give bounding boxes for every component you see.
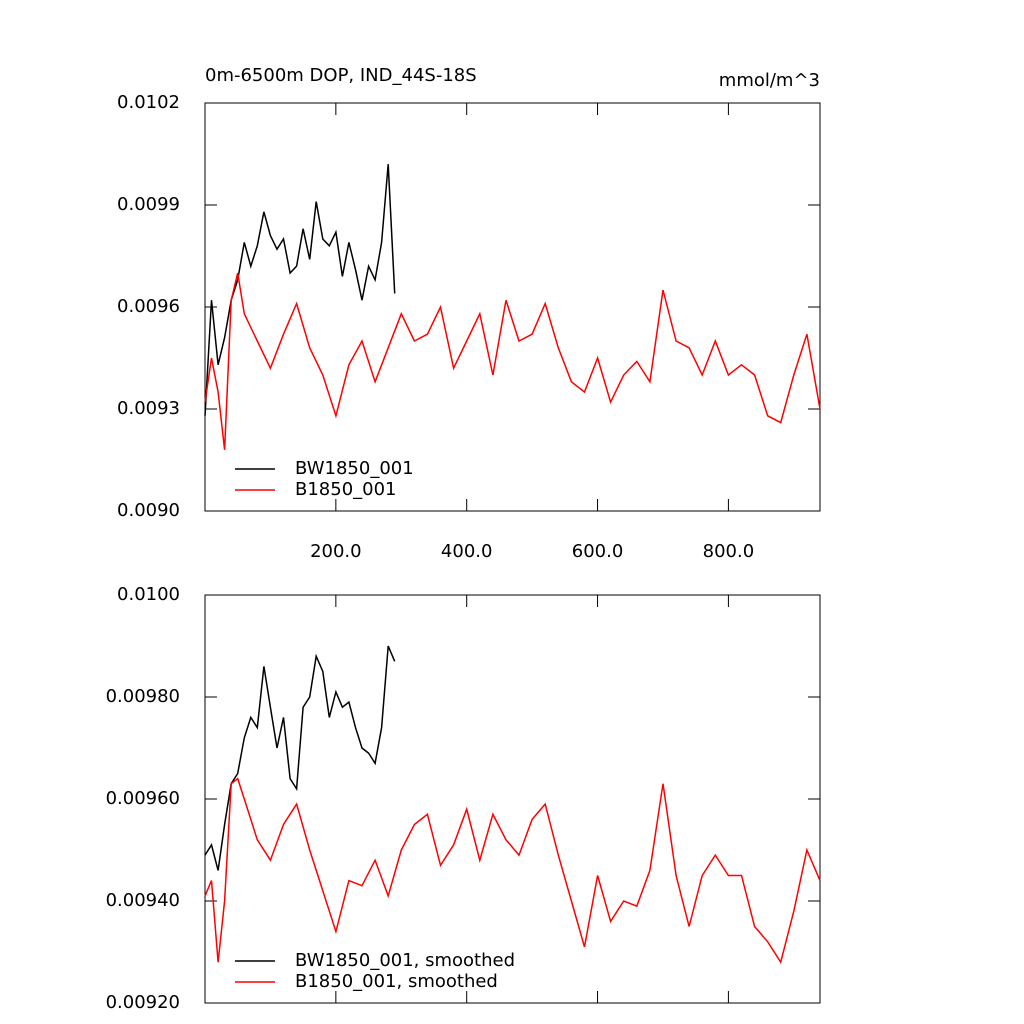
data-line	[204, 645, 396, 871]
y-tick-label: 0.0102	[117, 92, 180, 113]
data-line	[204, 777, 821, 965]
y-tick-label: 0.00960	[106, 788, 180, 809]
legend-label: B1850_001	[295, 479, 397, 500]
data-line	[204, 164, 396, 416]
y-tick-label: 0.00940	[106, 890, 180, 911]
y-tick-label: 0.0096	[117, 296, 180, 317]
legend-label: BW1850_001	[295, 458, 414, 479]
y-tick-label: 0.0090	[117, 500, 180, 521]
y-tick-label: 0.0093	[117, 398, 180, 419]
legend-label: BW1850_001, smoothed	[295, 950, 515, 971]
x-tick-label: 200.0	[310, 541, 362, 562]
y-tick-label: 0.00980	[106, 686, 180, 707]
legend-label: B1850_001, smoothed	[295, 971, 498, 992]
y-tick-label: 0.0100	[117, 584, 180, 605]
data-line	[204, 272, 821, 450]
x-tick-label: 800.0	[703, 541, 755, 562]
units-label: mmol/m^3	[719, 70, 820, 91]
y-tick-label: 0.00920	[106, 992, 180, 1013]
chart-title: 0m-6500m DOP, IND_44S-18S	[205, 65, 477, 86]
x-tick-label: 600.0	[572, 541, 624, 562]
x-tick-label: 400.0	[441, 541, 493, 562]
plot-frame	[204, 594, 821, 1004]
y-tick-label: 0.0099	[117, 194, 180, 215]
